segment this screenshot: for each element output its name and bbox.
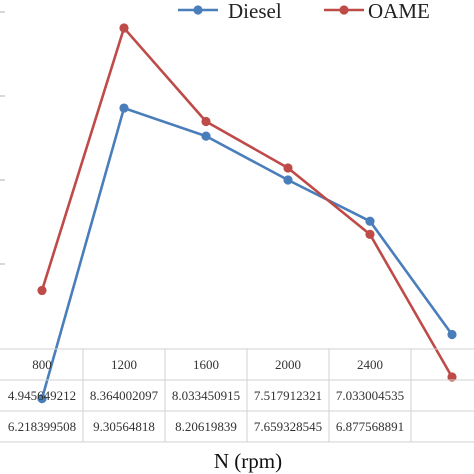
data-point-diesel-1200 (119, 103, 129, 113)
data-point-diesel-1600 (201, 131, 211, 141)
plot-area (37, 23, 457, 404)
data-point-diesel-2800 (447, 329, 457, 340)
table-header-cell: 2000 (275, 357, 301, 372)
table-cell: 6.218399508 (8, 419, 76, 434)
x-axis-label: N (rpm) (214, 449, 282, 473)
data-point-oame-800 (37, 285, 47, 296)
table-cell: 8.364002097 (90, 388, 159, 403)
legend: Diesel OAME (178, 0, 430, 23)
data-point-oame-2400 (365, 229, 375, 240)
data-point-oame-1200 (119, 23, 129, 33)
data-point-diesel-2400 (365, 216, 375, 226)
data-table: 800 1200 1600 2000 2400 4.945649212 8.36400209… (0, 348, 474, 443)
legend-label-oame: OAME (368, 0, 430, 23)
table-cell: 7.033004535 (336, 388, 404, 403)
legend-label-diesel: Diesel (228, 0, 282, 23)
table-cell: 7.659328545 (254, 419, 322, 434)
data-point-oame-1600 (201, 116, 211, 127)
table-cell: 9.30564818 (93, 419, 155, 434)
table-header-cell: 2400 (357, 357, 383, 372)
data-point-oame-2800 (447, 372, 457, 382)
table-cell: 6.877568891 (336, 419, 404, 434)
table-cell: 8.20619839 (175, 419, 237, 434)
data-point-diesel-800 (37, 394, 47, 404)
legend-marker-diesel (193, 5, 203, 15)
legend-marker-oame (339, 5, 349, 15)
y-axis (0, 11, 5, 265)
table-header-cell: 1600 (193, 357, 219, 372)
table-cell: 7.517912321 (254, 388, 322, 403)
table-cell: 8.033450915 (172, 388, 240, 403)
series-line-diesel (40, 106, 454, 399)
series-line-oame (40, 26, 454, 378)
data-point-oame-2000 (283, 163, 293, 173)
table-cell: 4.945649212 (8, 388, 76, 403)
table-header-cell: 800 (32, 357, 52, 372)
table-header-cell: 1200 (111, 357, 137, 372)
data-point-diesel-2000 (283, 175, 293, 185)
